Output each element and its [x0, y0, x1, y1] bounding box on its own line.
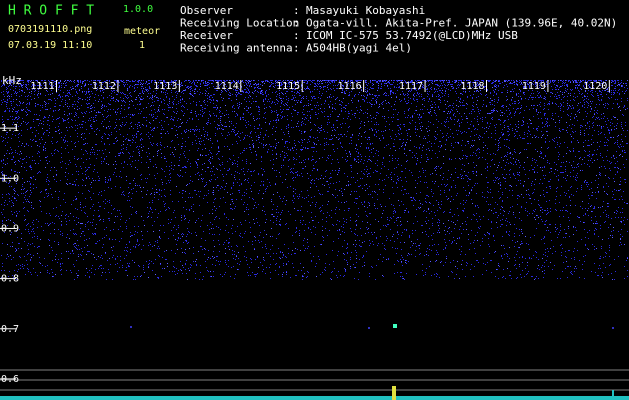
meteor-label: meteor [124, 26, 160, 37]
y-axis-label: kHz [2, 74, 22, 87]
x-tick-label: 1111 [30, 81, 54, 92]
meteor-echo [393, 324, 397, 328]
info-separator: : [293, 29, 300, 42]
echo-dot [612, 327, 614, 329]
filename: 0703191110.png [8, 24, 92, 35]
plot-area [0, 80, 629, 400]
noise [1, 80, 628, 280]
info-label: Receiver [180, 29, 233, 42]
info-panel: Observer: Masayuki Kobayashi Receiving Loc… [180, 4, 617, 55]
y-tick-label: 1.0 [1, 173, 19, 184]
x-tick-label: 1115 [276, 81, 300, 92]
x-tick-label: 1116 [338, 81, 362, 92]
datetime: 07.03.19 11:10 [8, 40, 92, 51]
spectrogram: kHz 1111 1112 1113 1114 1115 1116 1117 1118 1119… [0, 74, 629, 400]
echo-dot [130, 326, 132, 328]
x-tick-label: 1120 [583, 81, 607, 92]
info-label: Observer [180, 4, 233, 17]
info-value: Ogata-vill. Akita-Pref. JAPAN (139.96E, … [306, 17, 617, 30]
meteor-spike [392, 386, 396, 400]
version: 1.0.0 [123, 4, 153, 15]
y-tick-label: 1.1 [1, 123, 19, 134]
x-tick-label: 1112 [92, 81, 116, 92]
info-label: Receiving Location [180, 17, 299, 30]
y-tick-label: 0.8 [1, 274, 19, 285]
y-tick-label: 0.7 [1, 324, 19, 335]
signal-strip [0, 396, 629, 400]
y-tick-label: 0.6 [1, 374, 19, 385]
echo-dot [368, 327, 370, 329]
app-name: H R O F F T [8, 4, 94, 19]
x-tick-label: 1117 [399, 81, 423, 92]
x-tick-label: 1113 [153, 81, 177, 92]
x-tick-label: 1118 [460, 81, 484, 92]
info-value: A504HB(yagi 4el) [306, 42, 412, 55]
info-value: ICOM IC-575 53.7492(@LCD)MHz USB [306, 29, 518, 42]
x-tick-label: 1119 [522, 81, 546, 92]
signal-spike [612, 390, 614, 400]
info-separator: : [293, 17, 300, 30]
info-label: Receiving antenna [180, 42, 293, 55]
info-value: Masayuki Kobayashi [306, 4, 425, 17]
meteor-count: 1 [139, 40, 145, 51]
x-tick-label: 1114 [215, 81, 239, 92]
info-separator: : [293, 42, 300, 55]
y-tick-label: 0.9 [1, 223, 19, 234]
info-separator: : [293, 4, 300, 17]
